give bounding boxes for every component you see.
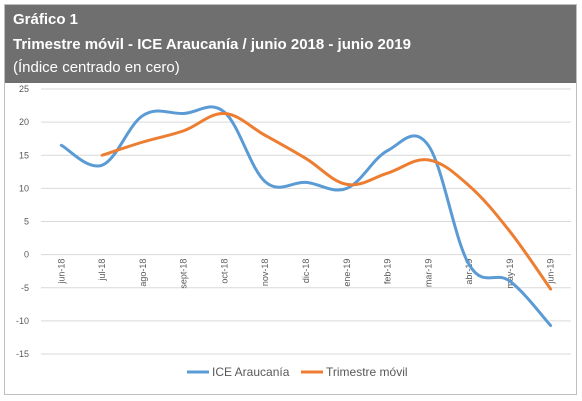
chart-frame: Gráfico 1 Trimestre móvil - ICE Araucaní…	[4, 4, 577, 395]
x-tick-label: jun-18	[56, 259, 66, 285]
y-tick-label: 15	[19, 150, 29, 160]
x-tick-label: feb-19	[383, 259, 393, 285]
chart-header: Gráfico 1 Trimestre móvil - ICE Araucaní…	[5, 5, 576, 83]
x-tick-label: ene-19	[342, 259, 352, 287]
line-chart: -15 -10 -5 0 5 10 15 20 25 jun-18 jul-18 ago-18 sept…	[16, 84, 571, 379]
y-tick-label: 10	[19, 183, 29, 193]
x-tick-label: sept-18	[179, 259, 189, 289]
chart-subtitle: (Índice centrado en cero)	[13, 59, 180, 76]
legend-label-2: Trimestre móvil	[326, 365, 408, 379]
y-tick-label: -15	[16, 349, 29, 359]
x-tick-label: ago-18	[138, 259, 148, 287]
x-tick-label: mar-19	[423, 259, 433, 288]
chart-title: Trimestre móvil - ICE Araucanía / junio …	[13, 36, 411, 53]
y-tick-label: -10	[16, 316, 29, 326]
y-tick-label: 20	[19, 117, 29, 127]
figure-label: Gráfico 1	[13, 11, 79, 28]
series-line-2	[100, 112, 553, 291]
series-line-1	[59, 105, 553, 328]
x-tick-label: oct-18	[219, 259, 229, 284]
x-tick-label: may-19	[505, 259, 515, 289]
x-tick-label: abr-19	[464, 259, 474, 285]
x-tick-label: jul-18	[97, 259, 107, 282]
legend-label-1: ICE Araucanía	[212, 365, 290, 379]
y-tick-label: -5	[21, 283, 29, 293]
x-tick-label: dic-18	[301, 259, 311, 284]
y-tick-label: 0	[24, 250, 29, 260]
y-tick-label: 5	[24, 217, 29, 227]
x-tick-label: jun-19	[546, 259, 556, 285]
x-tick-label: nov-18	[260, 259, 270, 287]
y-tick-label: 25	[19, 84, 29, 94]
